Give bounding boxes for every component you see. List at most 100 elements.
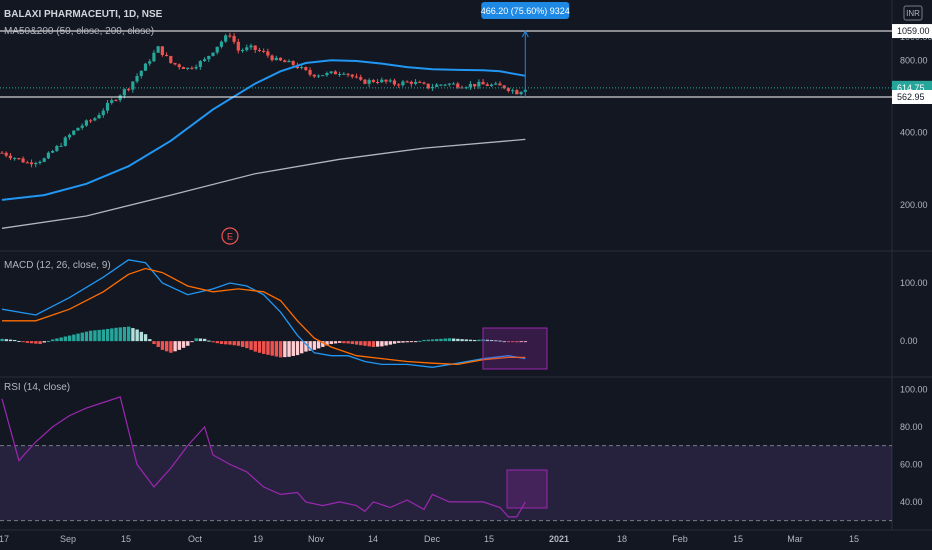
macd-histogram-bar <box>152 341 156 345</box>
macd-histogram-bar <box>160 341 165 350</box>
candle <box>17 158 21 160</box>
candle <box>101 110 105 116</box>
macd-histogram-bar <box>93 330 97 342</box>
measure-arrowhead <box>521 29 529 38</box>
candle <box>127 89 131 91</box>
candle <box>409 81 413 84</box>
time-axis-label: 17 <box>0 534 9 544</box>
candle <box>451 83 456 85</box>
candle <box>375 81 380 83</box>
candle <box>371 80 375 82</box>
candle <box>329 71 333 74</box>
candle <box>287 60 291 63</box>
candle <box>72 130 76 135</box>
candle <box>388 80 392 82</box>
rsi-legend: RSI (14, close) <box>4 382 71 393</box>
candle <box>473 83 477 87</box>
macd-histogram-bar <box>173 341 177 352</box>
candle <box>333 71 337 75</box>
macd-histogram-bar <box>485 339 490 342</box>
macd-histogram-bar <box>371 341 376 347</box>
macd-histogram-bar <box>283 341 287 358</box>
price-label: 1059.00 <box>897 26 930 36</box>
candle <box>439 84 443 86</box>
macd-histogram-bar <box>329 341 333 345</box>
macd-histogram-bar <box>190 341 194 343</box>
macd-histogram-bar <box>473 339 477 342</box>
macd-histogram-bar <box>511 341 515 343</box>
time-axis-label: 15 <box>484 534 494 544</box>
currency-badge <box>903 5 923 21</box>
candle <box>93 118 97 121</box>
candle <box>312 74 316 77</box>
candle <box>413 81 418 84</box>
macd-histogram-bar <box>232 341 236 346</box>
macd-histogram-bar <box>169 341 173 353</box>
candle <box>519 91 523 95</box>
macd-histogram-bar <box>316 341 321 349</box>
macd-histogram-bar <box>164 341 169 352</box>
macd-histogram-bar <box>42 341 46 343</box>
macd-histogram-bar <box>257 341 262 353</box>
macd-histogram-bar <box>342 341 346 344</box>
candle <box>342 73 346 75</box>
candle <box>350 74 354 77</box>
candle <box>4 152 8 156</box>
candle <box>422 82 426 84</box>
macd-histogram-bar <box>456 338 460 342</box>
macd-histogram-bar <box>194 338 198 342</box>
candle <box>224 35 228 42</box>
macd-histogram-bar <box>312 341 317 350</box>
candle <box>447 83 451 85</box>
macd-histogram-bar <box>89 330 93 342</box>
macd-histogram-bar <box>418 340 422 342</box>
macd-histogram-bar <box>443 338 447 342</box>
macd-tick-label: 0.00 <box>900 336 918 346</box>
ma50-line <box>1 59 526 201</box>
macd-histogram-bar <box>278 341 283 358</box>
currency-label: INR <box>906 9 920 18</box>
macd-legend: MACD (12, 26, close, 9) <box>4 260 111 271</box>
signal-line <box>2 267 526 366</box>
price-label-box <box>892 90 932 105</box>
macd-histogram-bar <box>460 339 464 342</box>
macd-histogram-bar <box>202 338 207 342</box>
time-axis-label: Mar <box>787 534 803 544</box>
macd-histogram-bar <box>300 341 304 354</box>
macd-histogram-bar <box>354 341 359 345</box>
candle <box>194 66 198 69</box>
candle <box>67 134 72 138</box>
candle <box>489 84 494 86</box>
candle <box>186 67 190 69</box>
rsi-band <box>0 445 892 521</box>
macd-histogram-bar <box>325 341 329 346</box>
candle <box>274 57 278 61</box>
candle <box>219 41 224 47</box>
macd-histogram-bar <box>266 341 270 355</box>
macd-histogram-bar <box>494 340 498 342</box>
candle <box>283 60 287 63</box>
candle <box>485 84 489 86</box>
candle <box>207 55 211 60</box>
candle <box>498 83 502 86</box>
macd-tick-label: 100.00 <box>900 278 928 288</box>
macd-histogram-bar <box>304 341 308 352</box>
macd-histogram-bar <box>118 327 122 342</box>
candle <box>363 79 367 84</box>
macd-histogram-bar <box>139 331 144 342</box>
rsi-highlight-box <box>506 469 548 509</box>
macd-histogram-bar <box>67 335 72 342</box>
macd-histogram-bar <box>477 339 481 342</box>
macd-histogram-bar <box>131 328 135 342</box>
macd-histogram-bar <box>447 338 452 342</box>
candle <box>80 125 84 128</box>
candle <box>55 145 59 151</box>
macd-histogram-bar <box>430 339 435 342</box>
macd-histogram-bar <box>181 341 186 348</box>
candle <box>215 46 219 53</box>
macd-histogram-bar <box>29 341 34 344</box>
macd-histogram-bar <box>143 334 148 342</box>
macd-histogram-bar <box>405 341 409 343</box>
macd-histogram-bar <box>51 339 55 342</box>
